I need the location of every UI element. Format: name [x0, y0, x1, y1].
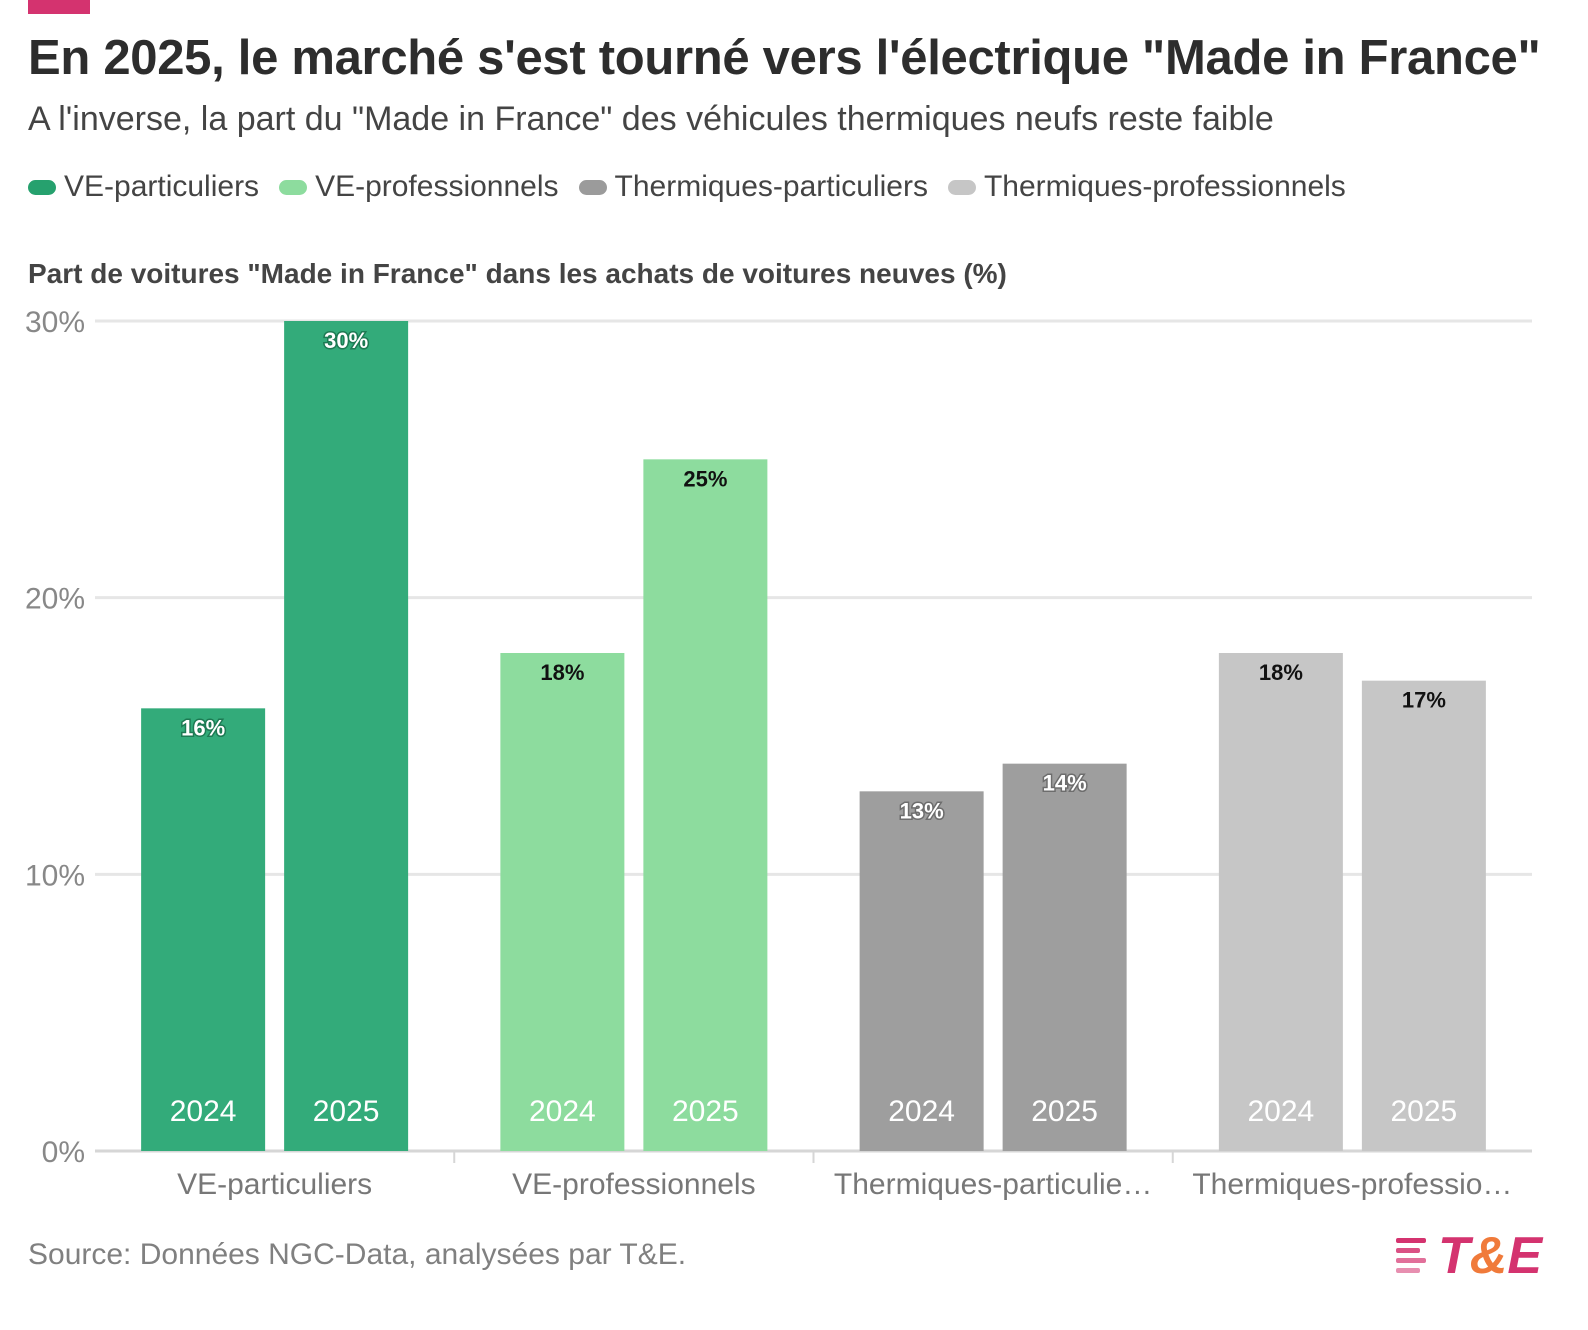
legend-swatch: [578, 179, 607, 195]
bar-year-label: 2024: [888, 1095, 955, 1128]
bar-value-label: 30%: [324, 328, 368, 353]
logo-text: T&E: [1437, 1227, 1542, 1285]
bar: [1002, 763, 1127, 1151]
bar-year-label: 2025: [672, 1095, 739, 1128]
y-tick-label: 10%: [25, 859, 85, 892]
bar-value-label: 13%: [900, 798, 944, 823]
legend-item-thermiques-particuliers: Thermiques-particuliers: [578, 170, 928, 204]
legend-label: VE-professionnels: [315, 170, 559, 203]
bar-year-label: 2025: [1391, 1095, 1458, 1128]
x-category-label: Thermiques-professio…: [1192, 1168, 1512, 1201]
bar: [141, 708, 266, 1151]
logo-stripes-icon: [1395, 1232, 1432, 1280]
bar: [643, 459, 768, 1151]
legend-label: VE-particuliers: [64, 170, 260, 203]
chart-axis-title: Part de voitures "Made in France" dans l…: [28, 258, 1007, 289]
legend-swatch: [28, 179, 56, 195]
legend-label: Thermiques-professionnels: [983, 170, 1346, 203]
bar-year-label: 2024: [529, 1095, 596, 1128]
bar-year-label: 2024: [170, 1095, 237, 1128]
te-logo: T&E: [1395, 1226, 1542, 1286]
x-category-label: Thermiques-particulie…: [834, 1168, 1152, 1201]
legend-label: Thermiques-particuliers: [614, 170, 928, 203]
chart-title: En 2025, le marché s'est tourné vers l'é…: [28, 31, 1541, 85]
bar-year-label: 2025: [313, 1095, 380, 1128]
y-tick-label: 30%: [25, 306, 85, 339]
accent-bar: [28, 0, 90, 14]
bar-chart: 0% 10% 20% 30% 16% 2024 30% 2025 VE-particuliers…: [25, 306, 1532, 1201]
bar-value-label: 17%: [1402, 688, 1446, 713]
legend-item-ve-particuliers: VE-particuliers: [28, 170, 259, 204]
x-category-label: VE-particuliers: [177, 1168, 372, 1201]
bar-year-label: 2024: [1248, 1095, 1315, 1128]
legend-item-ve-professionnels: VE-professionnels: [279, 170, 559, 204]
bar: [500, 653, 625, 1151]
bar-year-label: 2025: [1031, 1095, 1098, 1128]
bar: [284, 321, 409, 1151]
bar: [1218, 653, 1343, 1151]
bar: [859, 791, 984, 1151]
bar-value-label: 16%: [181, 715, 225, 740]
bar-value-label: 25%: [683, 466, 727, 491]
bar-value-label: 18%: [1259, 660, 1303, 685]
chart-subtitle: A l'inverse, la part du "Made in France"…: [28, 100, 1274, 138]
x-category-label: VE-professionnels: [512, 1168, 755, 1201]
bar-value-label: 14%: [1043, 771, 1087, 796]
source-note: Source: Données NGC-Data, analysées par …: [28, 1238, 687, 1271]
legend-swatch: [279, 179, 308, 195]
legend-swatch: [947, 179, 976, 195]
bar: [1361, 680, 1486, 1151]
y-tick-label: 20%: [25, 583, 85, 616]
bar-value-label: 18%: [540, 660, 584, 685]
legend: VE-particuliers VE-professionnels Thermi…: [28, 170, 1346, 204]
y-tick-label: 0%: [42, 1136, 85, 1169]
legend-item-thermiques-professionnels: Thermiques-professionnels: [947, 170, 1346, 204]
